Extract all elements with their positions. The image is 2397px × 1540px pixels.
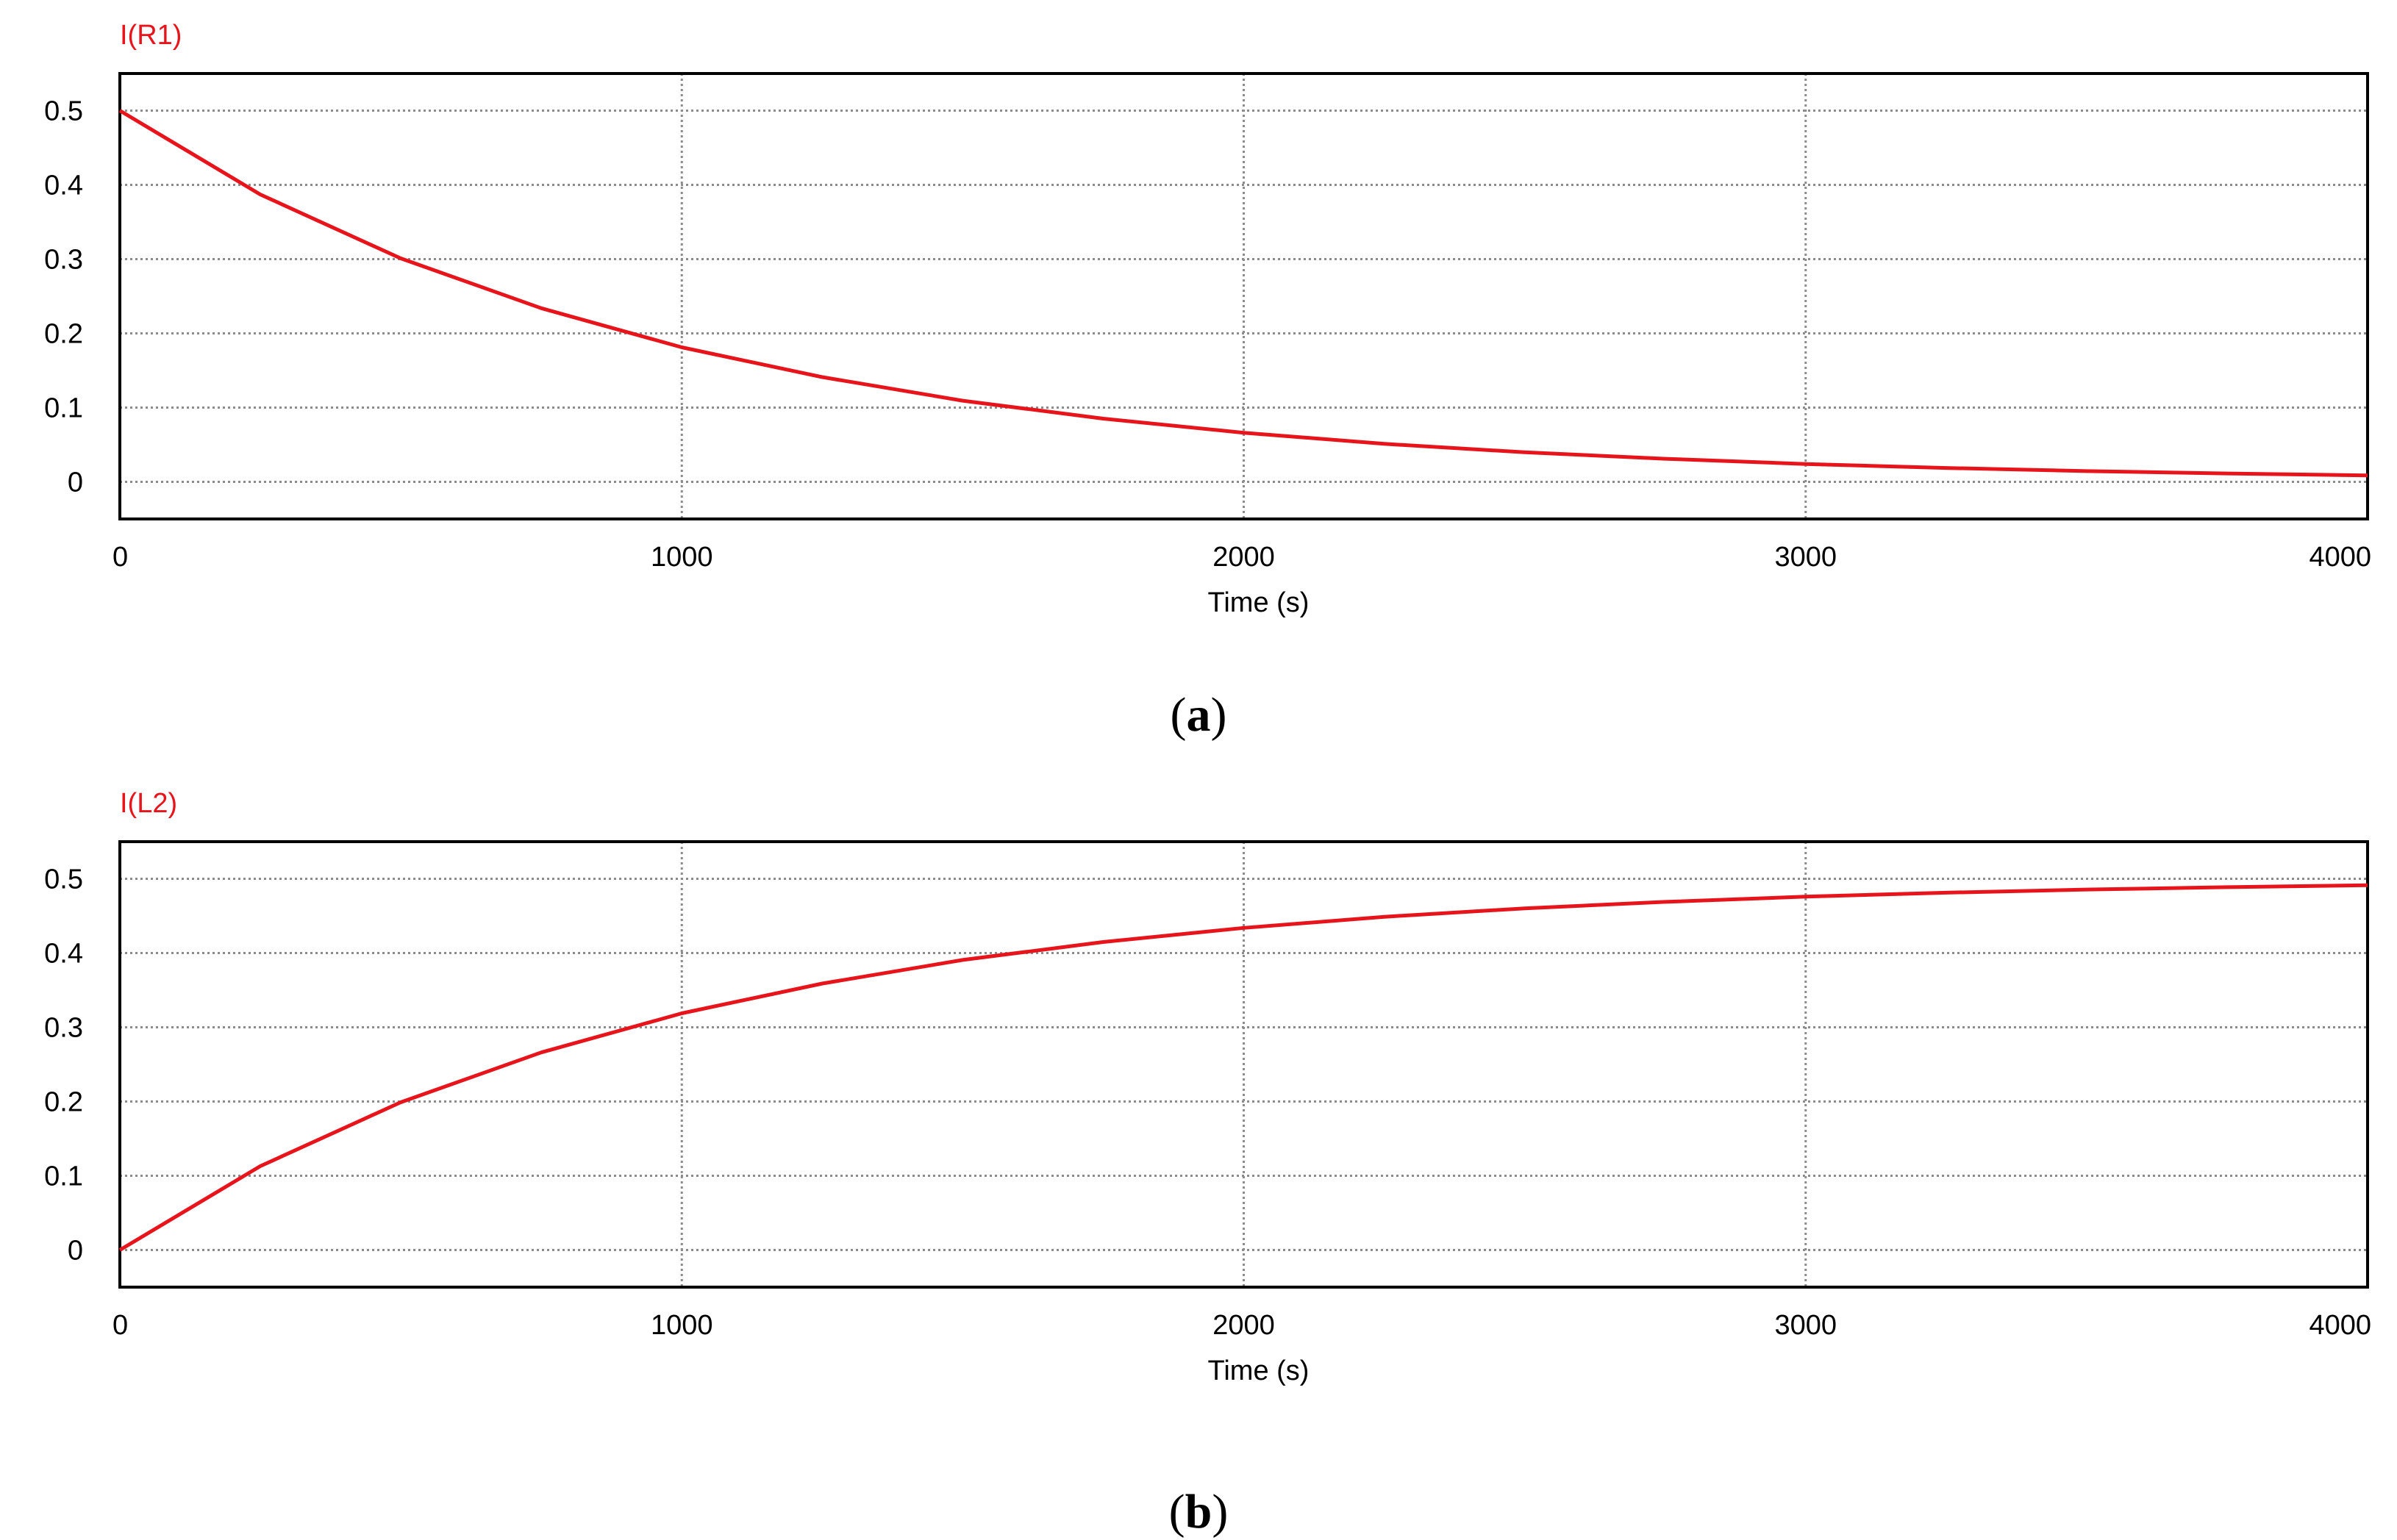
chart-b-data-point [259, 1164, 262, 1167]
chart-b-data-point [1945, 891, 1948, 894]
panel-label-b: b [1185, 1485, 1212, 1539]
chart-b-data-point [2226, 886, 2229, 889]
chart-a-data-point [259, 193, 262, 196]
chart-b-data-point [118, 1249, 121, 1252]
chart-b-xtick-label: 0 [112, 1310, 128, 1341]
chart-b-plot-frame [118, 840, 2369, 1289]
chart-panel-a: 0 0.1 0.2 0.3 0.4 0.5 0 1000 2000 3000 4000 Time (s… [0, 0, 2397, 768]
chart-b-ytick-label: 0.3 [44, 1013, 83, 1044]
chart-a-ytick-label: 0.1 [44, 393, 83, 424]
chart-a-data-point [2085, 470, 2088, 473]
chart-b-xtick-label: 1000 [651, 1310, 713, 1341]
chart-b-ytick-label: 0.1 [44, 1161, 83, 1192]
chart-b-ytick-label: 0.5 [44, 864, 83, 895]
chart-b-ytick-label: 0 [68, 1236, 83, 1267]
chart-b-series-label: I(L2) [120, 788, 177, 819]
chart-b-x-axis-title: Time (s) [1208, 1355, 1310, 1386]
chart-a-xtick-label: 0 [112, 542, 128, 573]
chart-b-xtick-label: 4000 [2309, 1310, 2371, 1341]
chart-b-data-point [1804, 895, 1807, 898]
chart-b-data-point [1101, 940, 1104, 943]
chart-a-data-point [821, 376, 824, 379]
chart-b-series-line-0 [118, 883, 2368, 1252]
chart-b-ytick-label: 0.2 [44, 1087, 83, 1118]
chart-a-xtick-label: 3000 [1774, 542, 1837, 573]
chart-b-data-point [2085, 888, 2088, 891]
chart-b-ytick-label: 0.4 [44, 939, 83, 970]
chart-a-data-point [399, 257, 402, 259]
chart-a-xtick-label: 4000 [2309, 542, 2371, 573]
chart-b-data-point [1664, 900, 1667, 903]
chart-b-data-point [680, 1012, 683, 1015]
chart-a-ytick-label: 0.4 [44, 171, 83, 201]
chart-b-svg: 0 0.1 0.2 0.3 0.4 0.5 0 1000 2000 3000 4000 Time (s… [44, 788, 2371, 1386]
chart-a-data-point [680, 345, 683, 348]
chart-b-xtick-label: 2000 [1212, 1310, 1275, 1341]
chart-a-data-point [2366, 474, 2369, 477]
chart-b-data-point [540, 1051, 543, 1054]
chart-a-ytick-label: 0.5 [44, 96, 83, 127]
panel-caption-a: (a) [1170, 688, 1227, 742]
chart-b-xtick-label: 3000 [1774, 1310, 1837, 1341]
chart-b-data-point [1383, 915, 1386, 918]
chart-a-data-point [1243, 431, 1246, 434]
chart-a-data-point [1101, 418, 1104, 420]
chart-a-series-label: I(R1) [120, 20, 182, 51]
panel-caption-b: (b) [1168, 1485, 1229, 1539]
chart-a-data-point [1523, 451, 1526, 454]
chart-a-data-point [1945, 467, 1948, 470]
chart-a-xtick-label: 1000 [651, 542, 713, 573]
chart-panel-b: 0 0.1 0.2 0.3 0.4 0.5 0 1000 2000 3000 4000 Time (s… [0, 768, 2397, 1539]
chart-a-ytick-label: 0 [68, 468, 83, 498]
chart-b-data-point [821, 982, 824, 985]
chart-a-data-point [2226, 472, 2229, 475]
chart-b-data-point [961, 959, 964, 961]
chart-a-x-axis-title: Time (s) [1208, 587, 1310, 618]
chart-a-data-point [118, 110, 121, 112]
chart-a-data-point [961, 399, 964, 402]
chart-a-xtick-label: 2000 [1212, 542, 1275, 573]
chart-a-plot-frame [118, 72, 2369, 520]
chart-a-data-point [540, 307, 543, 309]
chart-a-data-point [1804, 462, 1807, 465]
chart-b-data-point [399, 1101, 402, 1104]
chart-b-data-point [2366, 884, 2369, 887]
chart-a-series-line-0 [118, 109, 2368, 478]
chart-a-data-point [1383, 443, 1386, 445]
chart-a-data-point [1664, 457, 1667, 460]
chart-b-data-point [1243, 926, 1246, 929]
chart-b-data-point [1523, 907, 1526, 910]
panel-label-a: a [1186, 688, 1211, 742]
chart-a-svg: 0 0.1 0.2 0.3 0.4 0.5 0 1000 2000 3000 4000 Time (s… [44, 20, 2371, 618]
chart-a-ytick-label: 0.2 [44, 319, 83, 350]
chart-a-ytick-label: 0.3 [44, 245, 83, 276]
